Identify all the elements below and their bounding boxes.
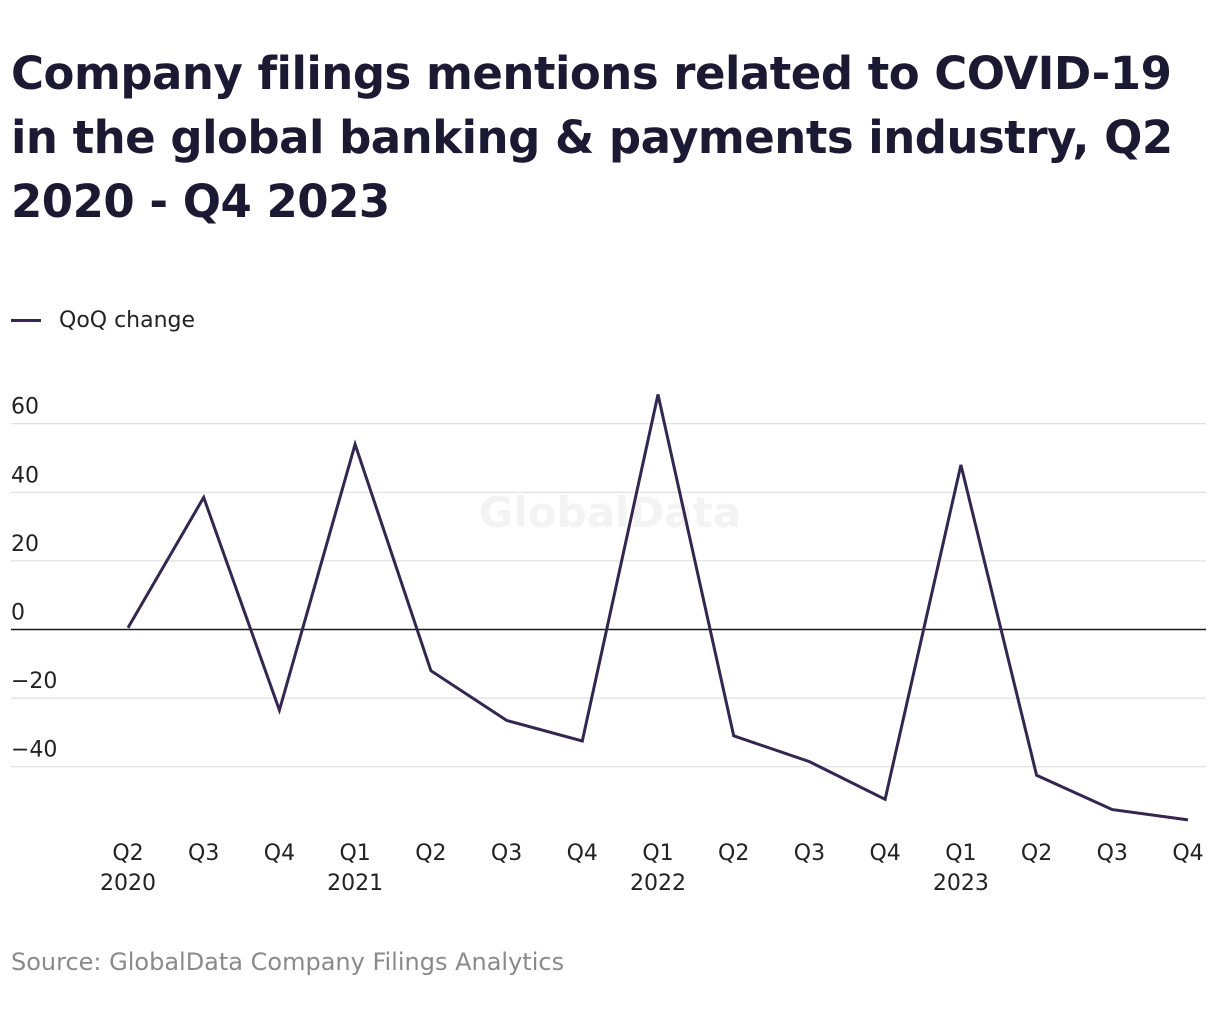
line-chart: GlobalData 60 40 20 0 −20 −40 Q2 2020 Q3 Q4 Q1 202… (11, 394, 1206, 896)
legend-swatch (11, 319, 41, 322)
x-tick-label: Q4 (869, 841, 900, 866)
x-tick-year-label: 2020 (100, 871, 156, 896)
series-line (126, 394, 1189, 822)
source-note: Source: GlobalData Company Filings Analy… (11, 948, 565, 976)
x-tick-label: Q3 (794, 841, 825, 866)
x-tick-label: Q1 (339, 841, 370, 866)
x-tick-label: Q4 (1172, 841, 1203, 866)
x-tick-label: Q2 (112, 841, 143, 866)
legend-label: QoQ change (59, 308, 196, 333)
x-tick-label: Q2 (415, 841, 446, 866)
y-tick-label: 60 (11, 395, 39, 420)
x-tick-label: Q3 (1097, 841, 1128, 866)
x-tick-label: Q4 (264, 841, 295, 866)
y-tick-label: 0 (11, 601, 25, 626)
y-tick-label: −20 (11, 669, 57, 694)
x-tick-year-label: 2023 (933, 871, 989, 896)
x-axis-ticks: Q2 2020 Q3 Q4 Q1 2021 Q2 Q3 Q4 Q1 2022 Q2 Q3 Q4 Q1 2023… (100, 841, 1204, 896)
x-tick-label: Q1 (945, 841, 976, 866)
legend: QoQ change (11, 308, 195, 333)
y-axis-ticks: 60 40 20 0 −20 −40 (11, 395, 57, 763)
x-tick-label: Q3 (188, 841, 219, 866)
x-tick-label: Q3 (491, 841, 522, 866)
series-lines (126, 394, 1189, 822)
x-tick-label: Q4 (567, 841, 598, 866)
x-tick-year-label: 2022 (630, 871, 686, 896)
x-tick-label: Q1 (642, 841, 673, 866)
y-tick-label: 40 (11, 463, 39, 488)
x-tick-label: Q2 (718, 841, 749, 866)
y-tick-label: 20 (11, 532, 39, 557)
watermark: GlobalData (479, 488, 741, 537)
x-tick-label: Q2 (1021, 841, 1052, 866)
chart-title: Company filings mentions related to COVI… (11, 47, 1173, 228)
gridlines (11, 423, 1206, 768)
x-tick-year-label: 2021 (327, 871, 383, 896)
y-tick-label: −40 (11, 738, 57, 763)
